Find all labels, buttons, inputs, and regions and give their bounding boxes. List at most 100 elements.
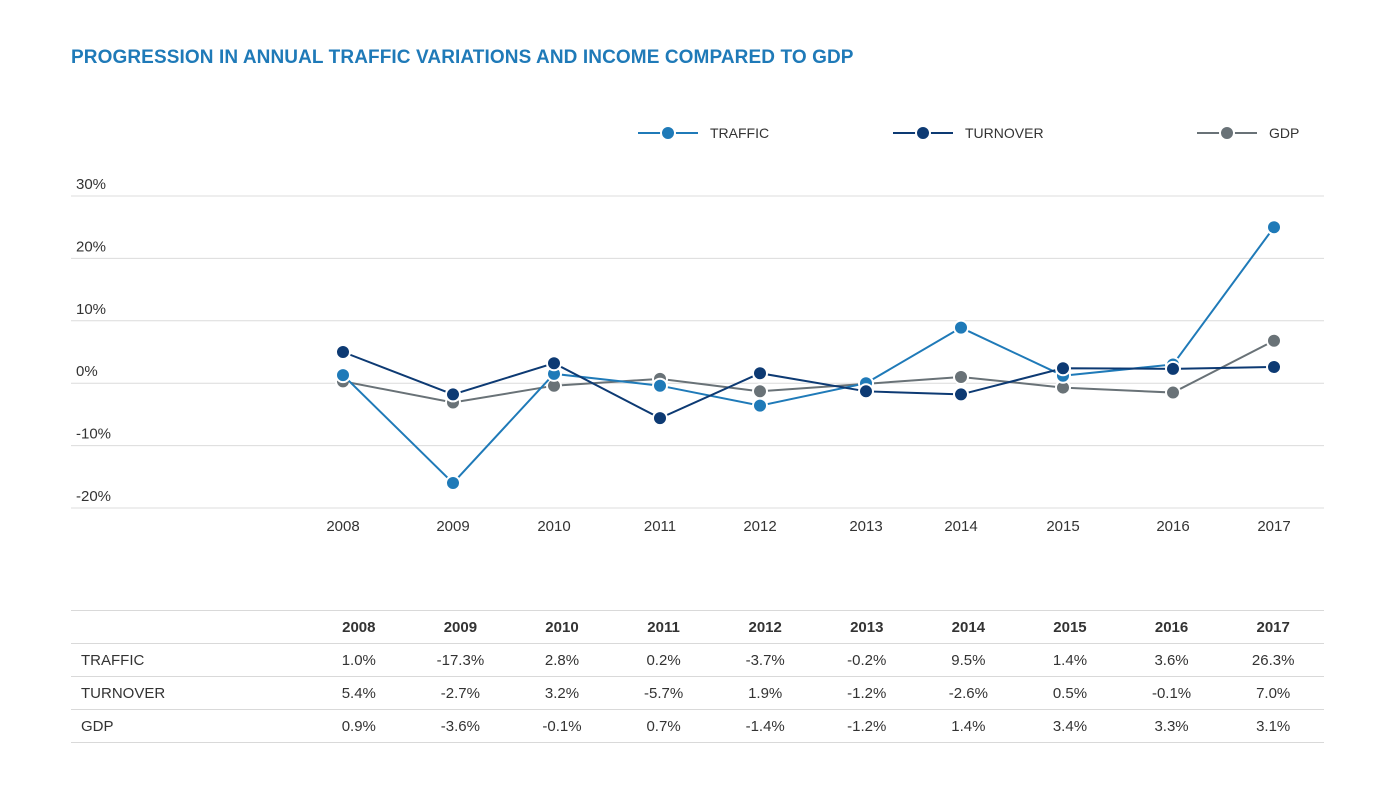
table-cell: -2.6% (917, 676, 1020, 710)
table-header-cell: 2008 (308, 610, 410, 644)
table-cell: -1.2% (815, 709, 918, 743)
table-cell: 1.4% (1019, 643, 1121, 677)
legend: TRAFFIC TURNOVER GDP (638, 125, 1299, 141)
series-line-traffic (342, 226, 1275, 485)
table-cell: 0.5% (1019, 676, 1121, 710)
data-point-traffic (953, 319, 969, 336)
legend-marker (915, 125, 931, 141)
table-header-cell: 2017 (1222, 610, 1324, 644)
table-cell: 1.9% (714, 676, 816, 710)
data-point-turnover (953, 386, 969, 403)
series-line-gdp (342, 339, 1275, 404)
x-tick-label: 2009 (436, 518, 469, 535)
table-cell: 0.7% (612, 709, 715, 743)
table-cell: -1.2% (815, 676, 918, 710)
legend-item-turnover: TURNOVER (893, 125, 1044, 141)
x-tick-label: 2014 (944, 518, 977, 535)
legend-item-gdp: GDP (1197, 125, 1299, 141)
x-tick-label: 2016 (1156, 518, 1189, 535)
data-point-gdp (953, 368, 969, 385)
data-point-turnover (335, 344, 351, 360)
table-cell: -17.3% (409, 643, 512, 677)
table-row-label: TURNOVER (71, 676, 308, 710)
table-cell: 9.5% (917, 643, 1020, 677)
data-point-traffic (752, 397, 768, 414)
table-cell: 3.3% (1120, 709, 1223, 743)
legend-marker (1219, 125, 1235, 141)
series-group (335, 219, 1282, 492)
grid-lines (71, 195, 1324, 509)
legend-label: TRAFFIC (710, 125, 769, 141)
y-tick-label: -10% (76, 426, 111, 443)
table-header-cell: 2012 (714, 610, 816, 644)
table-cell: 7.0% (1222, 676, 1324, 710)
table-cell: -5.7% (612, 676, 715, 710)
table-cell: 3.2% (511, 676, 613, 710)
line-chart: TRAFFIC TURNOVER GDP 30% 20% 10% 0% -10% -20% 2… (71, 125, 1324, 535)
x-tick-label: 2017 (1257, 518, 1290, 535)
table-cell: -1.4% (714, 709, 816, 743)
y-tick-label: 30% (76, 176, 106, 193)
table-header-row: 2008 2009 2010 2011 2012 2013 2014 2015 … (71, 610, 1324, 644)
table-cell: -0.1% (511, 709, 613, 743)
table-corner-cell (71, 610, 308, 644)
data-point-turnover (1266, 358, 1282, 375)
table-cell: 3.1% (1222, 709, 1324, 743)
series-traffic (335, 219, 1282, 492)
table-header-cell: 2015 (1019, 610, 1121, 644)
table-row-label: GDP (71, 709, 308, 743)
legend-marker (660, 125, 676, 141)
table-cell: 26.3% (1222, 643, 1324, 677)
table-header-cell: 2011 (612, 610, 715, 644)
data-table: 2008 2009 2010 2011 2012 2013 2014 2015 … (71, 610, 1324, 743)
x-tick-label: 2011 (644, 518, 676, 535)
table-header-cell: 2009 (409, 610, 512, 644)
data-point-traffic (335, 367, 351, 384)
table-header-cell: 2016 (1120, 610, 1223, 644)
table-cell: 0.2% (612, 643, 715, 677)
table-row-turnover: TURNOVER 5.4% -2.7% 3.2% -5.7% 1.9% -1.2… (71, 676, 1324, 710)
data-point-gdp (1165, 384, 1181, 401)
table-cell: -3.7% (714, 643, 816, 677)
data-point-traffic (445, 475, 461, 492)
table-row-gdp: GDP 0.9% -3.6% -0.1% 0.7% -1.4% -1.2% 1.… (71, 709, 1324, 743)
data-point-turnover (652, 410, 668, 427)
table-cell: -2.7% (409, 676, 512, 710)
y-tick-label: 0% (76, 363, 98, 380)
table-cell: -0.2% (815, 643, 918, 677)
table-cell: 1.4% (917, 709, 1020, 743)
series-turnover (335, 344, 1282, 427)
table-cell: 3.4% (1019, 709, 1121, 743)
x-axis-labels: 2008 2009 2010 2011 2012 2013 2014 2015 2016 2017 (326, 518, 1290, 535)
table-cell: 0.9% (308, 709, 410, 743)
data-point-turnover (546, 355, 562, 372)
table-cell: 2.8% (511, 643, 613, 677)
x-tick-label: 2012 (743, 518, 776, 535)
data-point-traffic (652, 377, 668, 394)
data-point-turnover (445, 386, 461, 403)
legend-label: TURNOVER (965, 125, 1044, 141)
x-tick-label: 2015 (1046, 518, 1079, 535)
data-point-turnover (1055, 360, 1071, 377)
table-cell: 5.4% (308, 676, 410, 710)
data-point-gdp (752, 383, 768, 400)
data-point-turnover (1165, 360, 1181, 377)
chart-title: PROGRESSION IN ANNUAL TRAFFIC VARIATIONS… (71, 47, 854, 68)
y-tick-label: -20% (76, 488, 111, 505)
table-row-label: TRAFFIC (71, 643, 308, 677)
table-row-traffic: TRAFFIC 1.0% -17.3% 2.8% 0.2% -3.7% -0.2… (71, 643, 1324, 677)
x-tick-label: 2013 (849, 518, 882, 535)
table-cell: 3.6% (1120, 643, 1223, 677)
y-tick-label: 20% (76, 238, 106, 255)
table-cell: -3.6% (409, 709, 512, 743)
table-header-cell: 2010 (511, 610, 613, 644)
data-point-traffic (1266, 219, 1282, 236)
y-tick-label: 10% (76, 301, 106, 318)
y-axis-labels: 30% 20% 10% 0% -10% -20% (76, 176, 111, 505)
legend-item-traffic: TRAFFIC (638, 125, 769, 141)
series-gdp (335, 332, 1282, 411)
data-point-turnover (752, 365, 768, 382)
x-tick-label: 2010 (537, 518, 570, 535)
data-point-gdp (1266, 332, 1282, 349)
table-cell: 1.0% (308, 643, 410, 677)
